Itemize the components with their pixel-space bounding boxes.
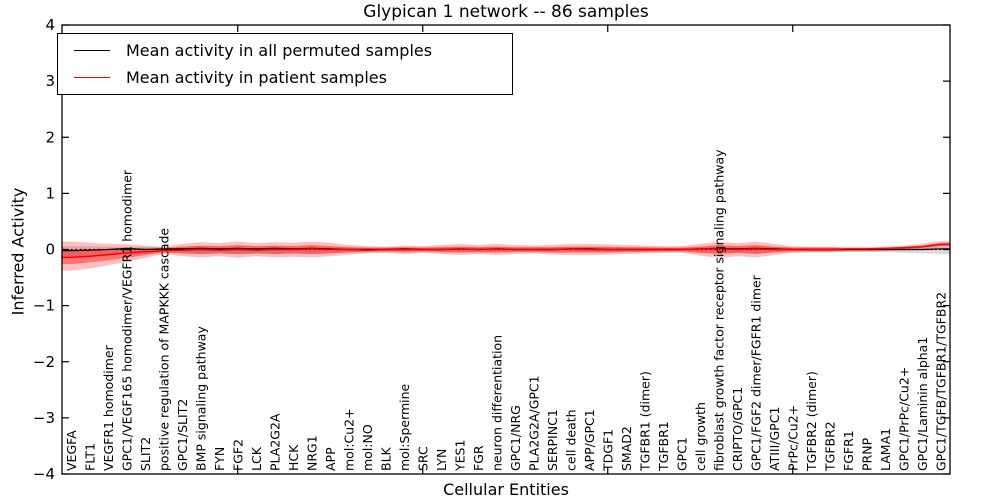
x-tick-label: SERPINC1 bbox=[545, 409, 560, 471]
x-tick-label: LAMA1 bbox=[878, 428, 893, 471]
x-tick-label: CRIPTO/GPC1 bbox=[730, 387, 745, 471]
y-tick-label: 2 bbox=[45, 128, 55, 146]
x-tick-label: TGFBR2 bbox=[822, 421, 837, 472]
y-tick-label: 1 bbox=[45, 184, 55, 202]
chart-title: Glypican 1 network -- 86 samples bbox=[363, 2, 649, 22]
x-tick-label: YES1 bbox=[452, 440, 467, 472]
x-tick-label: TDGF1 bbox=[600, 429, 615, 472]
x-tick-label: cell death bbox=[563, 409, 578, 471]
x-tick-label: SRC bbox=[415, 446, 430, 471]
x-tick-label: TGFBR1 (dimer) bbox=[637, 371, 652, 472]
x-tick-label: FGR bbox=[471, 445, 486, 471]
x-tick-label: GPC1/SLIT2 bbox=[175, 399, 190, 471]
legend-item-patient: Mean activity in patient samples bbox=[58, 68, 512, 87]
x-tick-label: positive regulation of MAPKKK cascade bbox=[156, 228, 171, 471]
legend-line-sample-permuted bbox=[74, 50, 110, 52]
y-tick-label: −3 bbox=[33, 409, 55, 427]
x-tick-label: APP/GPC1 bbox=[582, 409, 597, 471]
legend: Mean activity in all permuted samples Me… bbox=[57, 33, 513, 95]
x-tick-label: FLT1 bbox=[82, 443, 97, 471]
x-tick-label: HCK bbox=[286, 444, 301, 471]
x-tick-label: GPC1/PrPc/Cu2+ bbox=[896, 367, 911, 471]
y-tick-label: 0 bbox=[45, 241, 55, 259]
x-tick-label: fibroblast growth factor receptor signal… bbox=[711, 149, 726, 471]
x-tick-label: VEGFA bbox=[64, 430, 79, 471]
x-tick-label: VEGFR1 homodimer bbox=[101, 344, 116, 471]
x-tick-label: PrPc/Cu2+ bbox=[785, 405, 800, 471]
x-tick-label: GPC1/NRG bbox=[508, 405, 523, 471]
x-tick-label: TGFBR2 (dimer) bbox=[804, 371, 819, 472]
x-tick-label: PLA2G2A/GPC1 bbox=[526, 375, 541, 471]
y-tick-label: 4 bbox=[45, 16, 55, 34]
x-tick-label: SMAD2 bbox=[619, 426, 634, 471]
x-tick-label: mol:NO bbox=[360, 424, 375, 471]
x-tick-label: GPC1/TGFB/TGFBR1/TGFBR2 bbox=[933, 292, 948, 471]
x-tick-label: mol:Spermine bbox=[397, 383, 412, 471]
x-tick-label: cell growth bbox=[693, 402, 708, 471]
x-tick-label: GPC1/FGF2 dimer/FGFR1 dimer bbox=[748, 274, 763, 471]
x-tick-label: PLA2G2A bbox=[267, 413, 282, 471]
x-tick-label: FGF2 bbox=[230, 439, 245, 471]
axes-box bbox=[61, 24, 951, 475]
x-tick-label: GPC1 bbox=[674, 437, 689, 471]
x-tick-label: LCK bbox=[249, 446, 264, 471]
y-tick-label: −4 bbox=[33, 465, 55, 483]
x-tick-label: GPC1/VEGF165 homodimer/VEGFR1 homodimer bbox=[119, 169, 134, 471]
line-patient-mean bbox=[62, 243, 950, 259]
y-tick-label: −1 bbox=[33, 297, 55, 315]
y-tick-label: 3 bbox=[45, 72, 55, 90]
x-tick-label: PRNP bbox=[859, 437, 874, 471]
x-tick-label: FYN bbox=[212, 447, 227, 471]
x-tick-label: NRG1 bbox=[304, 435, 319, 471]
x-tick-label: LYN bbox=[434, 449, 449, 471]
x-tick-label: ATIII/GPC1 bbox=[767, 407, 782, 471]
x-tick-label: GPC1/Laminin alpha1 bbox=[915, 337, 930, 471]
x-tick-label: FGFR1 bbox=[841, 430, 856, 471]
legend-label: Mean activity in patient samples bbox=[126, 67, 387, 87]
y-tick-label: −2 bbox=[33, 353, 55, 371]
legend-line-sample-patient bbox=[74, 76, 110, 78]
x-tick-label: TGFBR1 bbox=[656, 421, 671, 472]
x-tick-label: APP bbox=[323, 447, 338, 471]
x-axis-label: Cellular Entities bbox=[443, 480, 569, 499]
x-tick-label: neuron differentiation bbox=[489, 335, 504, 471]
y-axis-label: Inferred Activity bbox=[8, 187, 28, 316]
x-tick-label: mol:Cu2+ bbox=[341, 408, 356, 471]
x-tick-label: BMP signaling pathway bbox=[193, 326, 208, 471]
band-patient-range-outer bbox=[62, 241, 950, 271]
x-tick-label: BLK bbox=[378, 446, 393, 471]
x-tick-label: SLIT2 bbox=[138, 437, 153, 471]
legend-label: Mean activity in all permuted samples bbox=[126, 41, 433, 61]
legend-item-permuted: Mean activity in all permuted samples bbox=[58, 41, 512, 60]
